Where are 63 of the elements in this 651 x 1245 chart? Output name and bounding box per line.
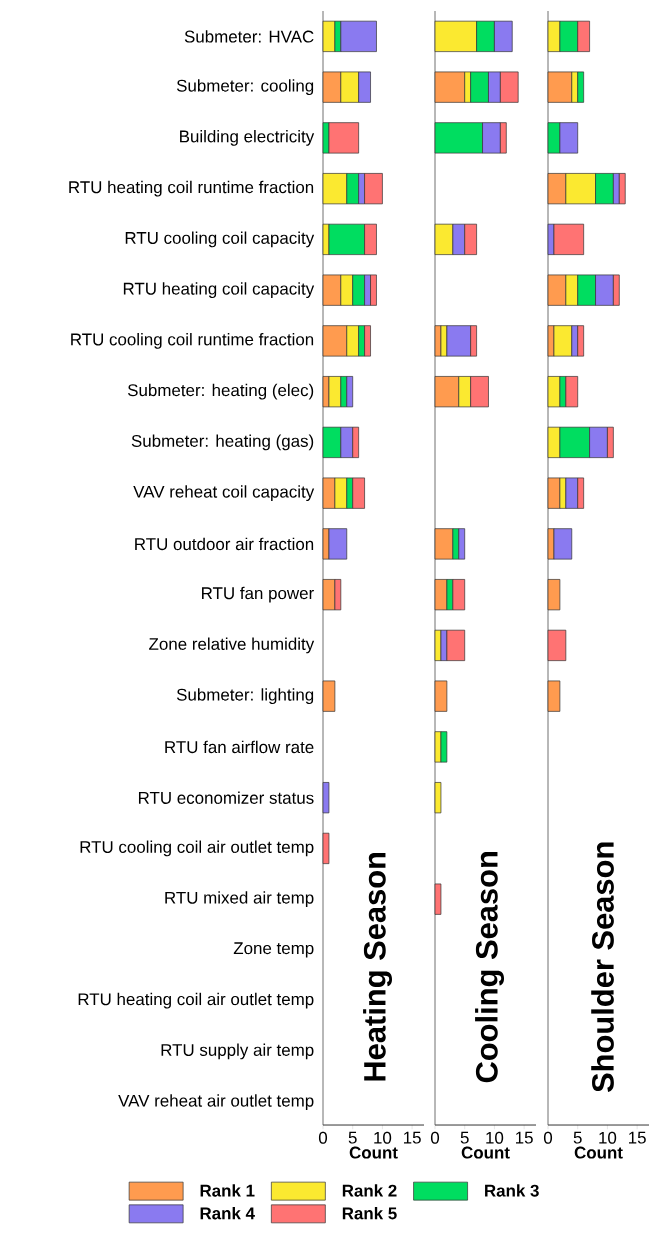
bar <box>547 579 561 611</box>
bar <box>322 832 330 864</box>
x-tick-label: 0 <box>318 1131 328 1144</box>
x-tick-label: 0 <box>543 1131 553 1144</box>
x-tick-label: 5 <box>348 1131 357 1144</box>
y-tick-label: RTU supply air temp <box>161 1043 314 1060</box>
y-tick-label: RTU heating coil capacity <box>123 282 315 299</box>
y-tick-label: RTU fan airflow rate <box>165 740 314 754</box>
y-tick-label: RTU mixed air temp <box>165 891 314 908</box>
legend-label: Rank 4 <box>200 1206 255 1220</box>
bar <box>547 629 567 661</box>
y-tick-label: Building electricity <box>180 130 315 146</box>
y-tick-label: Zone relative humidity <box>149 637 315 654</box>
bar <box>547 376 561 408</box>
annotation: Shoulder Season <box>591 842 614 1093</box>
legend-label: Rank 2 <box>342 1184 397 1197</box>
x-axis-title: Count <box>574 1146 623 1159</box>
bar <box>434 579 448 611</box>
bar <box>322 680 336 712</box>
y-tick-label: VAV reheat air outlet temp <box>118 1094 314 1111</box>
annotation: Heating Season <box>363 852 392 1081</box>
bar <box>547 477 561 509</box>
bar <box>322 20 336 52</box>
y-tick-label: Submeter: cooling <box>176 79 314 96</box>
legend-label: Rank 3 <box>485 1184 539 1197</box>
y-tick-label: RTU cooling coil capacity <box>125 231 315 248</box>
bar <box>434 629 442 661</box>
bar <box>434 883 442 915</box>
x-tick-label: 15 <box>516 1131 533 1144</box>
y-tick-label: RTU heating coil air outlet temp <box>78 992 314 1009</box>
y-tick-label: RTU heating coil runtime fraction <box>69 180 314 197</box>
y-tick-label: VAV reheat coil capacity <box>133 485 315 502</box>
y-tick-label: Submeter: heating (gas) <box>131 434 314 451</box>
annotation: Cooling Season <box>475 852 505 1083</box>
bar <box>434 528 454 560</box>
y-tick-label: Submeter: heating (elec) <box>127 383 314 400</box>
bar <box>434 680 448 712</box>
bar <box>434 782 442 814</box>
x-tick-label: 5 <box>460 1131 469 1144</box>
bar <box>322 782 330 814</box>
x-tick-label: 5 <box>573 1131 582 1144</box>
x-axis-title: Count <box>461 1146 510 1159</box>
legend-label: Rank 1 <box>200 1184 255 1197</box>
x-tick-label: 15 <box>404 1131 421 1144</box>
bar <box>434 71 466 103</box>
bar <box>547 680 561 712</box>
x-tick-label: 0 <box>430 1131 440 1144</box>
y-tick-label: RTU cooling coil runtime fraction <box>71 333 314 349</box>
y-tick-label: RTU cooling coil air outlet temp <box>80 840 314 857</box>
x-tick-label: 10 <box>486 1131 504 1144</box>
y-tick-label: RTU fan power <box>202 586 314 603</box>
y-tick-label: RTU economizer status <box>138 791 314 804</box>
x-tick-label: 10 <box>374 1131 392 1144</box>
legend-label: Rank 5 <box>342 1206 397 1220</box>
y-tick-label: Zone temp <box>233 942 314 958</box>
x-axis-title: Count <box>349 1146 398 1159</box>
y-tick-label: RTU outdoor air fraction <box>135 537 314 551</box>
y-tick-label: Submeter: lighting <box>176 688 314 705</box>
x-tick-label: 10 <box>599 1131 617 1144</box>
bar <box>434 325 442 357</box>
y-tick-label: Submeter: HVAC <box>184 30 314 43</box>
x-tick-label: 15 <box>629 1131 646 1144</box>
bar <box>547 71 573 103</box>
